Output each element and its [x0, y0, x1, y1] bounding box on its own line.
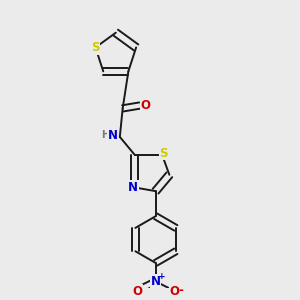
Text: O: O — [140, 99, 151, 112]
Text: O: O — [169, 285, 179, 298]
Text: S: S — [91, 41, 100, 54]
Text: H: H — [101, 130, 110, 140]
Text: N: N — [128, 181, 138, 194]
Text: +: + — [158, 272, 166, 281]
Text: N: N — [108, 129, 118, 142]
Text: -: - — [179, 284, 184, 296]
Text: S: S — [159, 147, 168, 160]
Text: N: N — [151, 275, 160, 288]
Text: O: O — [132, 285, 142, 298]
